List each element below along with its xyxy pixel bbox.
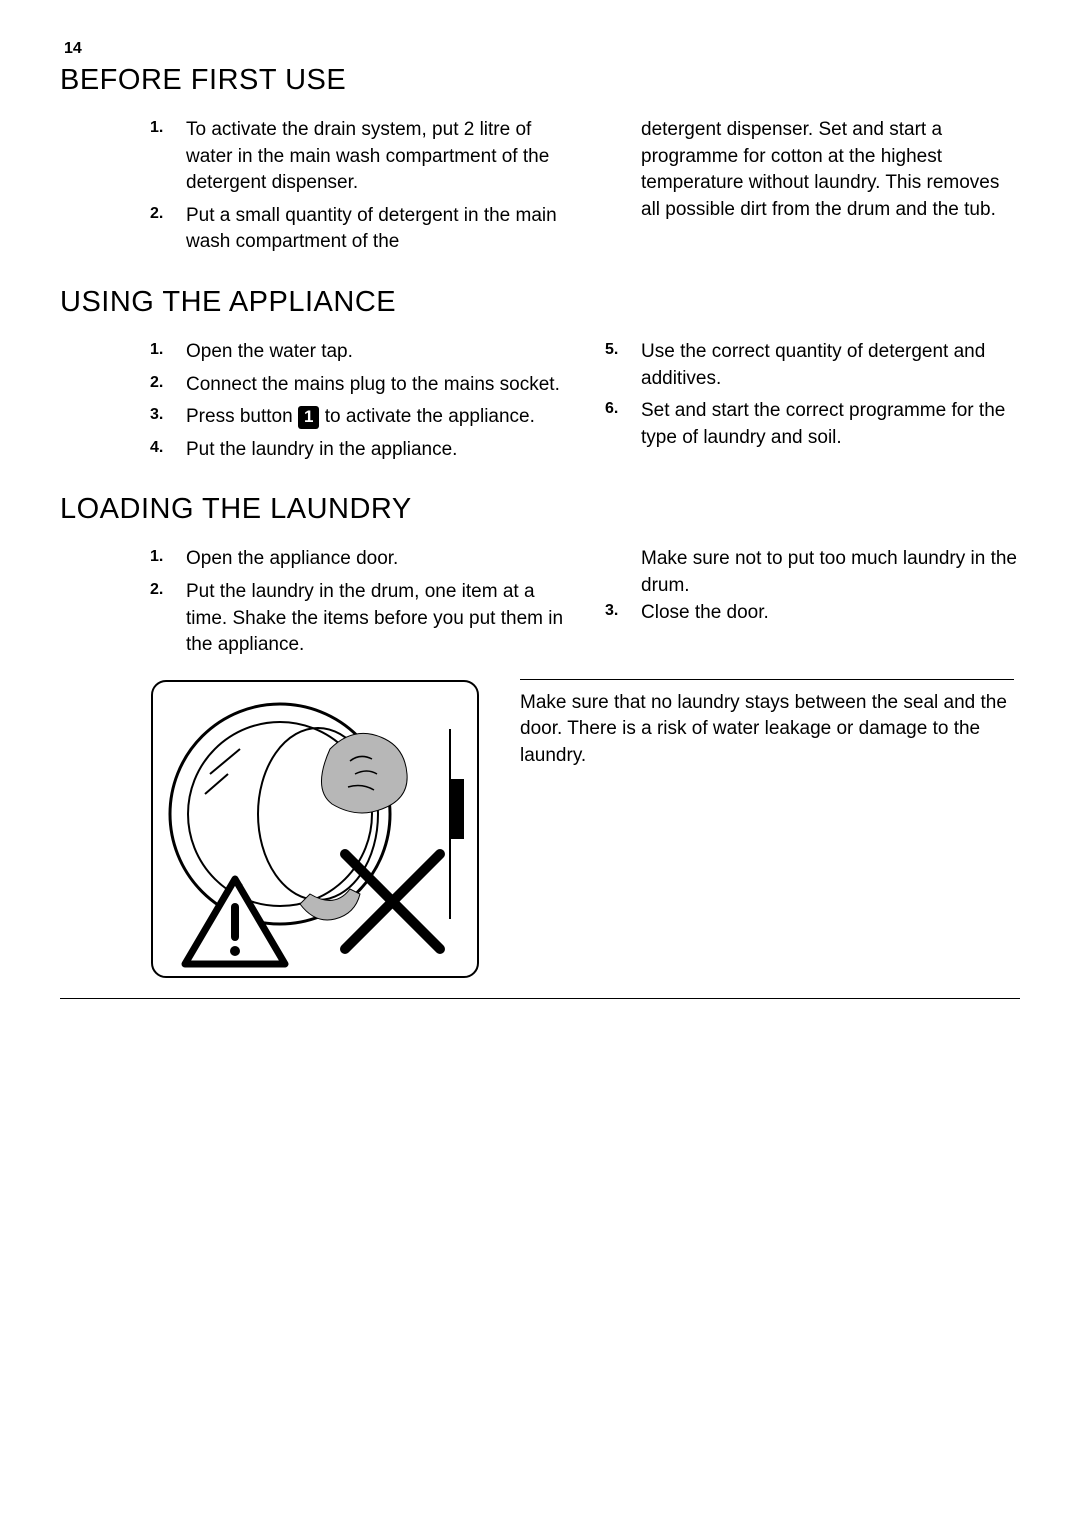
continuation-text: Make sure not to put too much laundry in… <box>605 546 1020 599</box>
list-item: 3. Close the door. <box>605 600 1020 627</box>
heading-using-the-appliance: USING THE APPLIANCE <box>60 286 1020 319</box>
before-first-use-right: detergent dispenser. Set and start a pro… <box>605 117 1020 262</box>
page-number: 14 <box>64 40 1020 58</box>
list-text: Connect the mains plug to the mains sock… <box>186 374 560 395</box>
section-before-first-use: BEFORE FIRST USE 1. To activate the drai… <box>60 64 1020 262</box>
list-item: 3. Press button 1 to activate the applia… <box>150 404 565 431</box>
list-text: Use the correct quantity of detergent an… <box>641 341 985 389</box>
list-text: Put the laundry in the appliance. <box>186 439 457 460</box>
washing-machine-door-illustration <box>150 679 480 979</box>
button-chip-icon: 1 <box>298 406 319 428</box>
list-number: 1. <box>150 546 163 568</box>
list-number: 3. <box>605 600 618 622</box>
list-item: 1. Open the appliance door. <box>150 546 565 573</box>
loading-left: 1. Open the appliance door. 2. Put the l… <box>150 546 565 664</box>
before-first-use-left: 1. To activate the drain system, put 2 l… <box>150 117 565 262</box>
list-text: Open the appliance door. <box>186 548 398 569</box>
list-number: 2. <box>150 372 163 394</box>
list-item: 1. To activate the drain system, put 2 l… <box>150 117 565 197</box>
list-text: Put a small quantity of detergent in the… <box>186 205 557 253</box>
list-number: 1. <box>150 339 163 361</box>
list-number: 1. <box>150 117 163 139</box>
heading-before-first-use: BEFORE FIRST USE <box>60 64 1020 97</box>
list-number: 4. <box>150 437 163 459</box>
list-number: 5. <box>605 339 618 361</box>
list-item: 1. Open the water tap. <box>150 339 565 366</box>
warning-note: Make sure that no laundry stays between … <box>520 679 1014 770</box>
list-item: 2. Connect the mains plug to the mains s… <box>150 372 565 399</box>
list-text-after: to activate the appliance. <box>319 406 534 427</box>
section-using-the-appliance: USING THE APPLIANCE 1. Open the water ta… <box>60 286 1020 469</box>
list-text-before: Press button <box>186 406 298 427</box>
using-left: 1. Open the water tap. 2. Connect the ma… <box>150 339 565 469</box>
list-item: 5. Use the correct quantity of detergent… <box>605 339 1020 392</box>
list-text: Open the water tap. <box>186 341 353 362</box>
list-number: 2. <box>150 579 163 601</box>
list-item: 2. Put the laundry in the drum, one item… <box>150 579 565 659</box>
list-text: Put the laundry in the drum, one item at… <box>186 581 563 655</box>
section-loading-the-laundry: LOADING THE LAUNDRY 1. Open the applianc… <box>60 493 1020 998</box>
list-item: 6. Set and start the correct programme f… <box>605 398 1020 451</box>
list-text: To activate the drain system, put 2 litr… <box>186 119 549 193</box>
list-number: 6. <box>605 398 618 420</box>
list-item: 4. Put the laundry in the appliance. <box>150 437 565 464</box>
list-item: 2. Put a small quantity of detergent in … <box>150 203 565 256</box>
heading-loading-the-laundry: LOADING THE LAUNDRY <box>60 493 1020 526</box>
continuation-text: detergent dispenser. Set and start a pro… <box>605 117 1020 223</box>
list-text: Set and start the correct programme for … <box>641 400 1005 448</box>
loading-right: Make sure not to put too much laundry in… <box>605 546 1020 664</box>
section-divider <box>60 998 1020 999</box>
using-right: 5. Use the correct quantity of detergent… <box>605 339 1020 469</box>
list-number: 3. <box>150 404 163 426</box>
list-text: Close the door. <box>641 602 769 623</box>
list-number: 2. <box>150 203 163 225</box>
